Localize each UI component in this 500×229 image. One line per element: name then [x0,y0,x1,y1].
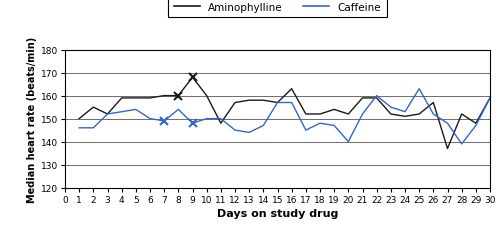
Y-axis label: Median heart rate (beats/min): Median heart rate (beats/min) [26,36,36,202]
X-axis label: Days on study drug: Days on study drug [217,208,338,218]
Legend: Aminophylline, Caffeine: Aminophylline, Caffeine [168,0,386,18]
